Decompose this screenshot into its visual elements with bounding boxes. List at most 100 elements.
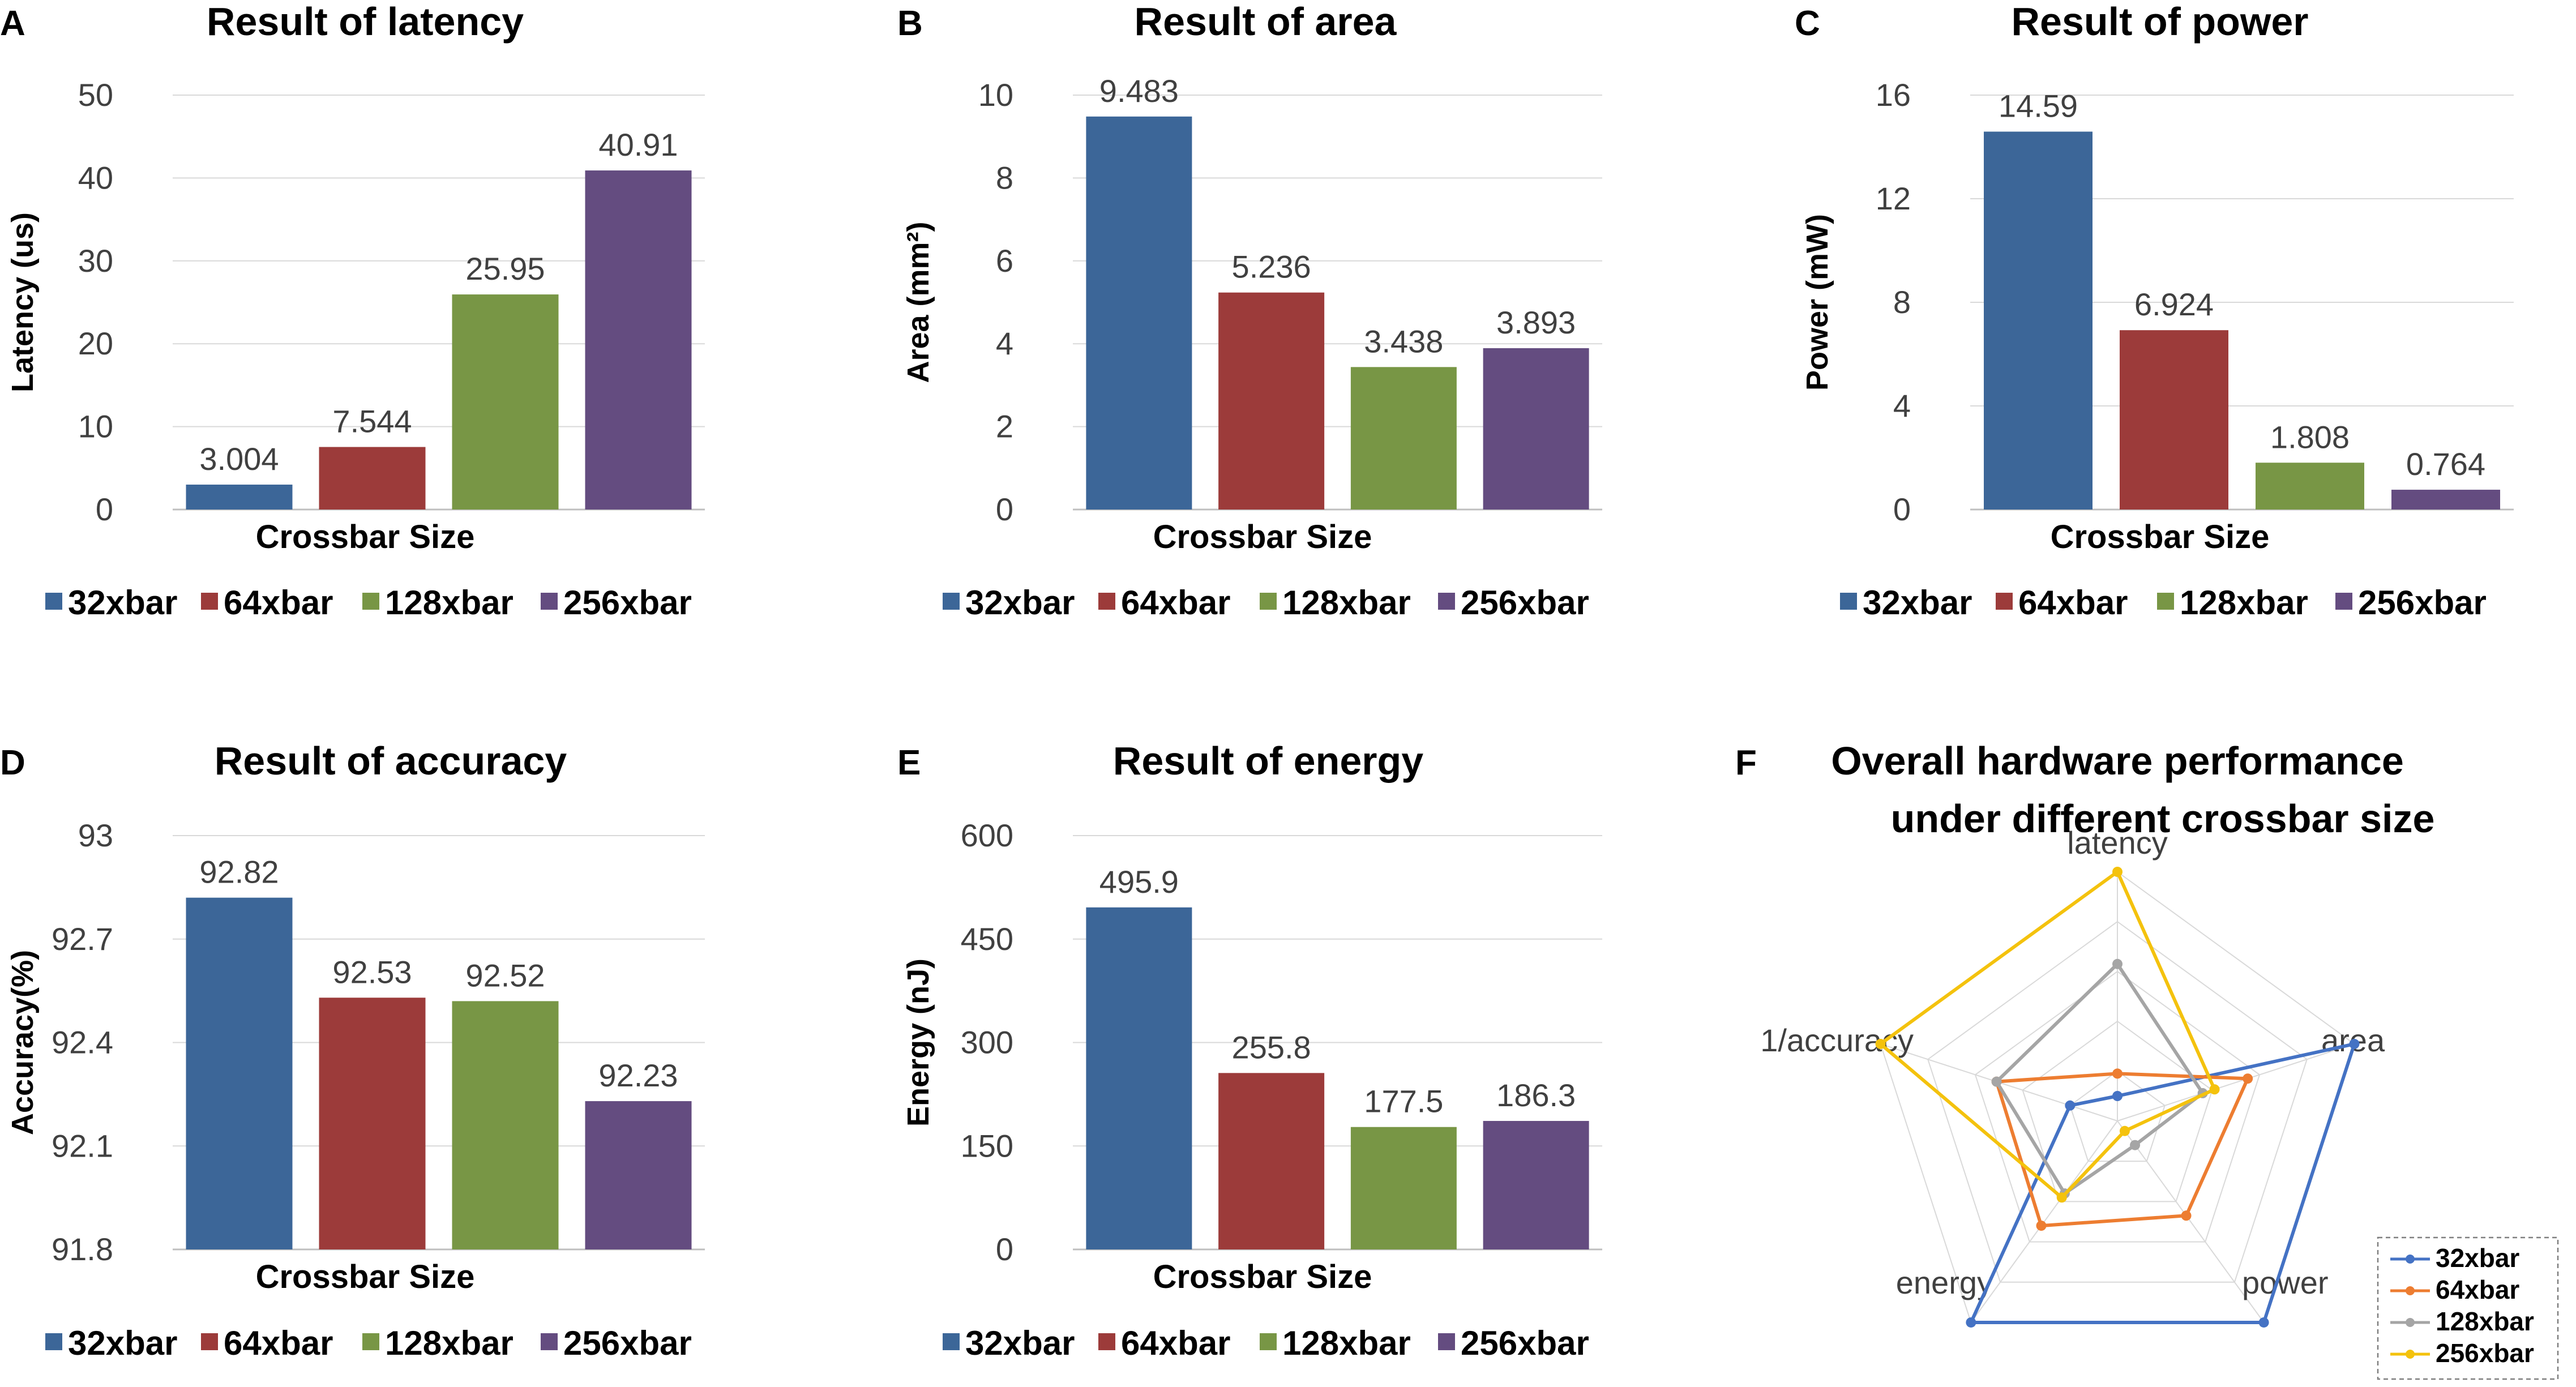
y-tick-label: 8 <box>996 160 1013 195</box>
radar-point <box>2130 1140 2141 1150</box>
radar-point <box>1875 1039 1886 1050</box>
y-tick-label: 450 <box>961 921 1013 957</box>
legend-label: 128xbar <box>1282 584 1411 622</box>
radar-point <box>2243 1073 2253 1084</box>
legend-swatch <box>943 1333 960 1350</box>
legend-label: 32xbar <box>965 584 1075 622</box>
y-tick-label: 0 <box>1893 491 1911 527</box>
y-tick-label: 50 <box>78 77 113 113</box>
x-axis-title: Crossbar Size <box>256 1258 475 1295</box>
panel-letter: E <box>897 743 921 782</box>
bar-32xbar <box>1086 907 1192 1249</box>
data-label: 186.3 <box>1496 1077 1576 1113</box>
y-tick-label: 600 <box>961 817 1013 853</box>
radar-point <box>2056 1192 2067 1203</box>
legend-label: 64xbar <box>2436 1275 2519 1304</box>
chart-title: Result of area <box>1135 0 1397 44</box>
bar-128xbar <box>452 1001 559 1249</box>
legend-marker <box>2406 1350 2415 1359</box>
panel-letter: F <box>1735 743 1757 782</box>
radar-point <box>2065 1100 2076 1111</box>
radar-axis-label: power <box>2242 1265 2329 1300</box>
bar-128xbar <box>2256 463 2364 510</box>
bar-128xbar <box>1350 367 1457 510</box>
radar-point <box>2258 1317 2269 1328</box>
chart-panel-d: D Result of accuracy 91.8 92.1 92.4 92.7 93 Acc… <box>0 739 705 1362</box>
data-label: 495.9 <box>1099 864 1179 900</box>
legend-label: 128xbar <box>385 1324 514 1362</box>
y-tick-label: 12 <box>1876 181 1911 216</box>
bar-32xbar <box>186 897 293 1249</box>
legend-swatch <box>201 1333 218 1350</box>
data-label: 177.5 <box>1364 1084 1443 1119</box>
legend-label: 32xbar <box>2436 1243 2519 1273</box>
bar-256xbar <box>1483 348 1589 510</box>
data-label: 9.483 <box>1099 73 1179 109</box>
chart-title: Result of power <box>2011 0 2308 44</box>
legend-marker <box>2406 1318 2415 1327</box>
radar-point <box>1991 1076 2002 1087</box>
legend-swatch <box>1996 593 2013 610</box>
legend-swatch <box>1438 1333 1455 1350</box>
legend-swatch <box>541 1333 558 1350</box>
radar-point <box>2349 1039 2360 1050</box>
legend-label: 64xbar <box>2018 584 2128 622</box>
data-label: 5.236 <box>1232 249 1311 285</box>
radar-series-256xbar <box>1878 870 2216 1200</box>
legend-swatch <box>201 593 218 610</box>
y-tick-label: 0 <box>996 491 1013 527</box>
bar-256xbar <box>2391 490 2500 510</box>
y-tick-label: 4 <box>1893 388 1911 423</box>
bar-32xbar <box>186 485 293 510</box>
data-label: 3.893 <box>1496 305 1576 340</box>
y-tick-label: 150 <box>961 1128 1013 1163</box>
data-label: 0.764 <box>2406 446 2485 482</box>
legend-label: 256xbar <box>563 584 692 622</box>
y-tick-label: 6 <box>996 243 1013 279</box>
y-tick-label: 40 <box>78 160 113 195</box>
legend-swatch <box>1260 593 1277 610</box>
legend-swatch <box>362 593 379 610</box>
y-tick-label: 92.1 <box>52 1128 113 1163</box>
bar-256xbar <box>585 1101 692 1249</box>
data-label: 92.82 <box>199 854 279 890</box>
y-tick-label: 0 <box>996 1231 1013 1267</box>
x-axis-title: Crossbar Size <box>2051 519 2270 555</box>
panel-letter: A <box>0 4 25 43</box>
radar-point <box>2112 867 2123 877</box>
panel-letter: B <box>897 4 923 43</box>
chart-panel-f: F Overall hardware performance under diffe… <box>1735 739 2559 1380</box>
radar-spoke <box>2117 1120 2265 1323</box>
y-tick-label: 92.7 <box>52 921 113 957</box>
data-label: 92.23 <box>598 1058 678 1093</box>
bar-64xbar <box>2120 330 2228 510</box>
legend-swatch <box>2335 593 2352 610</box>
chart-title: Result of latency <box>207 0 524 44</box>
bar-64xbar <box>319 998 426 1249</box>
radar-point <box>2036 1221 2047 1231</box>
data-label: 7.544 <box>332 404 412 439</box>
chart-title: Overall hardware performance <box>1831 739 2404 783</box>
radar-ring <box>2069 1070 2166 1162</box>
legend-swatch <box>362 1333 379 1350</box>
radar-point <box>2112 958 2123 969</box>
panel-letter: D <box>0 743 25 782</box>
chart-panel-a: A Result of latency 0 10 20 30 40 50 Latency (us… <box>0 0 705 622</box>
radar-series-32xbar <box>1969 1042 2356 1324</box>
data-label: 255.8 <box>1232 1029 1311 1065</box>
y-tick-label: 30 <box>78 243 113 279</box>
legend-swatch <box>45 1333 62 1350</box>
radar-axis-label: latency <box>2067 825 2167 861</box>
legend-swatch <box>1438 593 1455 610</box>
y-tick-label: 16 <box>1876 77 1911 113</box>
y-tick-label: 0 <box>96 491 113 527</box>
radar-series-128xbar <box>1995 962 2205 1196</box>
bar-128xbar <box>452 294 559 510</box>
data-label: 3.004 <box>199 441 279 477</box>
chart-panel-c: C Result of power 0 4 8 12 16 Power (mW) 14.59 6.… <box>1795 0 2514 622</box>
legend-swatch <box>1098 1333 1115 1350</box>
bar-64xbar <box>1218 1073 1325 1249</box>
radar-point <box>2112 1091 2123 1101</box>
bar-32xbar <box>1086 116 1192 510</box>
